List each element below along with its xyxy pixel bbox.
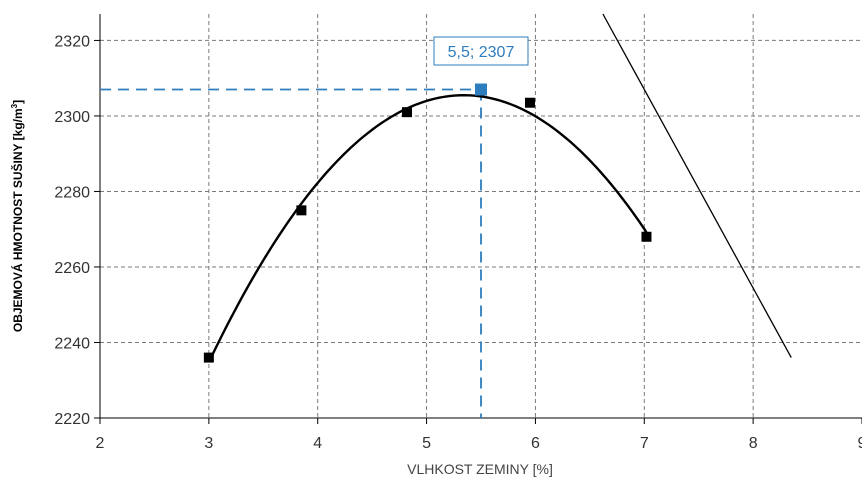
y-tick-label: 2240 xyxy=(54,335,90,352)
x-tick-label: 9 xyxy=(858,435,862,452)
saturation-line xyxy=(602,13,792,358)
y-tick-labels: 2220 2240 2260 2280 2300 2320 xyxy=(54,33,100,428)
optimum-point xyxy=(475,83,487,96)
optimum-label-box xyxy=(433,36,529,66)
x-axis-label: VLHKOST ZEMINY [%] xyxy=(407,461,553,477)
y-tick-label: 2280 xyxy=(54,184,90,201)
data-point xyxy=(203,352,214,363)
data-points xyxy=(203,97,652,363)
x-tick-label: 2 xyxy=(96,435,105,452)
y-axis-label: OBJEMOVÁ HMOTNOST SUŠINY [kg/m3] xyxy=(10,100,25,332)
x-tick-labels: 2 3 4 5 6 7 8 9 xyxy=(96,418,862,452)
optimum-guides xyxy=(100,88,482,418)
trend-curve xyxy=(207,94,648,363)
optimum-annotation: 5,5; 2307 xyxy=(433,36,529,66)
axes xyxy=(99,14,862,419)
x-tick-label: 8 xyxy=(749,435,758,452)
optimum-marker xyxy=(475,83,487,96)
x-tick-label: 6 xyxy=(531,435,540,452)
x-tick-label: 7 xyxy=(640,435,649,452)
y-tick-label: 2300 xyxy=(54,109,90,126)
trend-curve-path xyxy=(207,94,648,363)
saturation-line-segment xyxy=(602,13,792,358)
y-axis-label-main: OBJEMOVÁ HMOTNOST SUŠINY [kg/m xyxy=(10,108,25,332)
y-tick-label: 2320 xyxy=(54,33,90,50)
y-axis-label-end: ] xyxy=(11,100,25,104)
data-point xyxy=(641,231,652,242)
data-point xyxy=(401,107,412,118)
optimum-label: 5,5; 2307 xyxy=(448,44,515,61)
x-tick-label: 4 xyxy=(313,435,322,452)
x-tick-label: 5 xyxy=(422,435,431,452)
data-point xyxy=(524,97,535,108)
x-tick-label: 3 xyxy=(204,435,213,452)
y-tick-label: 2220 xyxy=(54,411,90,428)
data-point xyxy=(296,205,307,216)
y-axis-label-superscript: 3 xyxy=(10,103,19,108)
y-tick-label: 2260 xyxy=(54,260,90,277)
